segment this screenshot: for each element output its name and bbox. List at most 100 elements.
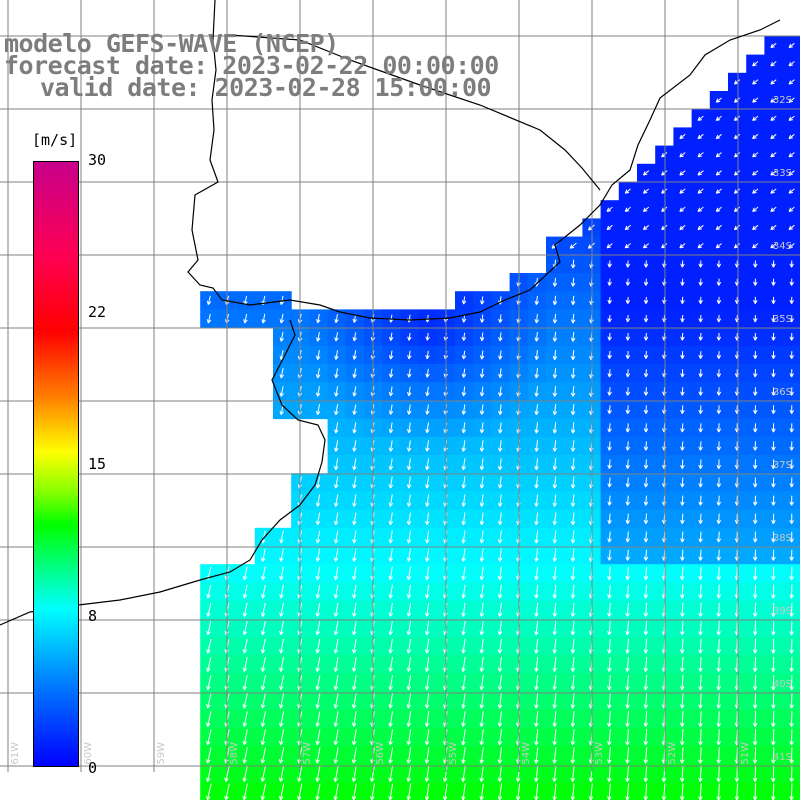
wind-arrow <box>788 188 795 194</box>
wind-arrow <box>697 224 704 231</box>
wind-arrow <box>625 314 631 323</box>
wind-arrow <box>497 729 503 746</box>
wind-arrow <box>771 278 776 286</box>
wind-arrow <box>242 584 248 599</box>
wind-arrow <box>752 477 758 488</box>
longitude-label: 56W <box>375 742 386 765</box>
wind-arrow <box>260 711 266 727</box>
wind-arrow <box>242 729 248 746</box>
latitude-label: 41S <box>772 752 792 763</box>
wind-arrow <box>406 458 412 471</box>
wind-arrow <box>534 530 539 544</box>
wind-arrow <box>352 548 357 562</box>
wind-arrow <box>680 369 685 378</box>
wind-arrow <box>570 512 576 526</box>
wind-arrow <box>771 260 776 268</box>
wind-arrow <box>461 512 466 526</box>
wind-arrow <box>570 313 576 324</box>
wind-arrow <box>406 656 412 672</box>
wind-arrow <box>352 566 357 581</box>
wind-arrow <box>789 477 794 488</box>
wind-arrow <box>789 441 794 451</box>
wind-arrow <box>552 656 557 672</box>
wind-arrow <box>698 566 703 581</box>
wind-arrow <box>661 783 667 800</box>
wind-arrow <box>570 620 576 636</box>
wind-arrow <box>206 693 212 709</box>
wind-arrow <box>752 656 758 672</box>
wind-arrow <box>570 404 576 416</box>
wind-arrow <box>643 693 649 709</box>
wind-arrow <box>570 259 576 269</box>
wind-arrow <box>788 115 795 121</box>
wind-arrow <box>607 495 612 506</box>
wind-arrow <box>771 711 776 727</box>
wind-arrow <box>716 441 722 451</box>
wind-arrow <box>716 602 721 617</box>
wind-arrow <box>679 711 685 727</box>
wind-arrow <box>534 566 539 581</box>
latitude-label: 35S <box>772 314 792 325</box>
wind-arrow <box>771 441 776 451</box>
wind-arrow <box>479 404 485 415</box>
longitude-label: 59W <box>156 742 167 765</box>
wind-arrow <box>333 711 339 727</box>
wind-arrow <box>242 602 248 617</box>
wind-arrow <box>315 783 321 800</box>
wind-arrow <box>625 656 630 672</box>
wind-arrow <box>752 495 758 506</box>
wind-arrow <box>625 584 630 599</box>
wind-arrow <box>479 729 484 746</box>
wind-arrow <box>279 386 284 397</box>
wind-arrow <box>770 243 777 249</box>
wind-arrow <box>370 765 375 782</box>
wind-arrow <box>388 566 393 581</box>
wind-arrow <box>498 386 503 397</box>
wind-arrow <box>771 783 776 800</box>
wind-arrow <box>316 350 321 361</box>
wind-arrow <box>352 602 357 617</box>
wind-arrow <box>624 206 631 212</box>
wind-arrow <box>406 566 412 581</box>
wind-arrow <box>770 152 777 158</box>
wind-arrow <box>680 278 685 286</box>
wind-arrow <box>643 584 649 599</box>
wind-arrow <box>716 296 722 304</box>
wind-arrow <box>479 656 485 672</box>
wind-arrow <box>388 783 394 800</box>
wind-arrow <box>570 476 576 489</box>
wind-arrow <box>333 783 339 800</box>
longitude-label: 53W <box>594 742 605 765</box>
wind-arrow <box>461 332 467 341</box>
wind-arrow <box>698 423 703 433</box>
wind-arrow <box>425 422 430 434</box>
wind-arrow <box>771 423 776 433</box>
wind-arrow <box>351 693 357 709</box>
wind-arrow <box>315 512 321 526</box>
wind-arrow <box>534 512 539 526</box>
wind-arrow <box>406 693 412 709</box>
wind-arrow <box>716 369 722 378</box>
wind-arrow <box>770 188 777 194</box>
wind-arrow <box>388 747 394 764</box>
wind-arrow <box>680 531 685 543</box>
wind-arrow <box>716 423 722 433</box>
wind-arrow <box>479 440 485 452</box>
wind-arrow <box>624 188 631 194</box>
wind-arrow <box>425 512 430 526</box>
wind-arrow <box>643 495 649 506</box>
wind-arrow <box>570 584 576 599</box>
longitude-label: 51W <box>740 742 751 765</box>
wind-arrow <box>680 459 685 469</box>
wind-arrow <box>534 602 539 617</box>
wind-arrow <box>534 548 539 562</box>
wind-arrow <box>315 494 321 507</box>
wind-arrow <box>497 476 503 489</box>
wind-arrow <box>388 512 394 526</box>
wind-arrow <box>534 422 539 434</box>
wind-arrow <box>570 675 576 691</box>
wind-arrow <box>789 729 794 746</box>
wind-arrow <box>680 602 685 617</box>
wind-arrow <box>625 332 631 341</box>
